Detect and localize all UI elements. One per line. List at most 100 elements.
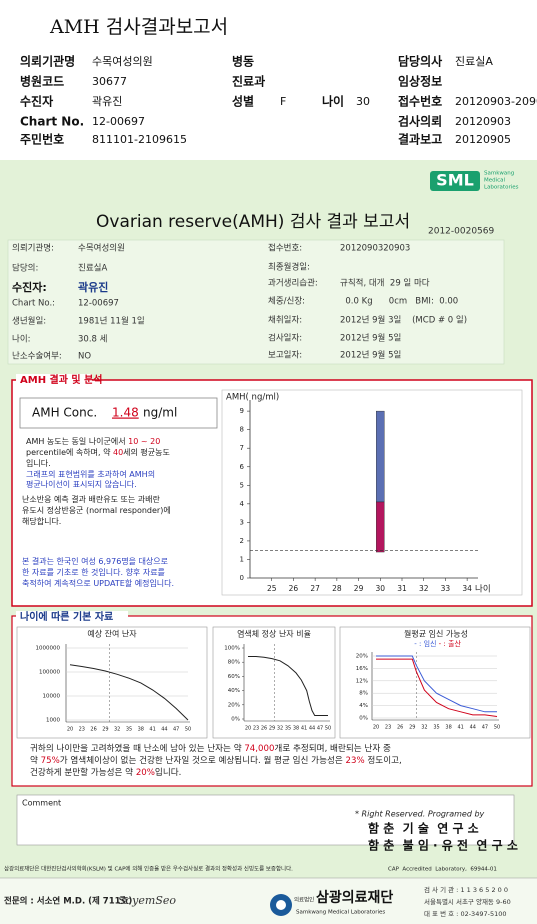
summary-line: 약 75%가 염색체이상이 없는 건강한 난자일 것으로 예상됩니다. 월 평균… [30, 754, 402, 766]
credits-lab: 함 춘 불 임 · 유 전 연 구 소 [368, 838, 518, 853]
field-label: Chart No. [20, 115, 84, 129]
info-value: 곽유진 [78, 280, 108, 294]
org-english: Samkwang Medical Laboratories [296, 910, 385, 916]
field-label: 병원코드 [20, 74, 64, 89]
field-label: 결과보고 [398, 132, 442, 147]
y-tick-label: 0 [240, 574, 244, 582]
range-segment [376, 501, 385, 553]
info-value: 1981년 11월 1일 [78, 316, 145, 327]
info-label: 담당의: [12, 263, 38, 274]
text-run: 입니다. [26, 458, 51, 468]
y-tick-label: 6 [240, 463, 245, 471]
org-name: 삼광의료재단 [316, 889, 393, 906]
y-tick-label: 20% [228, 702, 240, 708]
conc-unit: ng/ml [143, 406, 177, 420]
x-tick-label: 50 [185, 727, 191, 733]
x-tick-label: 26 [289, 584, 299, 593]
paragraph-line: 해당합니다. [22, 516, 61, 526]
x-tick-label: 41 [458, 725, 464, 731]
y-tick-label: 20% [356, 654, 368, 660]
amh-chart-frame [221, 389, 523, 596]
range-segment [376, 410, 385, 503]
x-tick-label: 47 [317, 726, 323, 732]
highlight: 40 [113, 448, 123, 457]
x-tick-label: 32 [419, 584, 429, 593]
text-run: 건강하게 분만할 가능성은 약 [30, 766, 136, 778]
highlight: 75% [41, 756, 60, 766]
report-title: Ovarian reserve(AMH) 검사 결과 보고서 [96, 212, 410, 232]
x-tick-label: 38 [138, 727, 144, 733]
field-label: 주민번호 [20, 132, 64, 147]
logo-subtext: Medical [484, 178, 506, 184]
x-tick-label: 25 [267, 584, 277, 593]
text-run: 해당합니다. [22, 516, 61, 526]
y-tick-label: 12% [356, 678, 368, 684]
text-run: 가 염색체이상이 없는 건강한 난자일 것으로 예상됩니다. 월 평균 임신 가… [60, 754, 346, 766]
sml-logo-badge [430, 171, 480, 191]
x-tick-label: 44 [309, 726, 315, 732]
info-value: 규칙적, 대개 29 일 마다 [340, 278, 430, 289]
info-value: 수목여성의원 [78, 243, 125, 254]
certification: 삼광의료재단은 대한진단검사의학회(KSLM) 및 CAP에 의해 인증을 받은… [4, 865, 293, 873]
x-tick-label: 30 [376, 584, 386, 593]
section-heading-bg [16, 374, 92, 386]
field-label: 성별 [232, 94, 254, 109]
y-tick-label: 60% [228, 674, 240, 680]
info-value: NO [78, 352, 91, 362]
x-tick-label: 50 [494, 725, 500, 731]
text-run: AMH 농도는 동일 나이군에서 [26, 436, 128, 446]
cap-accreditation: CAP Accredited Laboratory, 69944-01 [388, 867, 497, 873]
x-tick-label: 20 [373, 725, 379, 731]
paragraph-line: 난소반응 예측 결과 배란유도 또는 과배란 [22, 494, 160, 504]
y-tick-label: 16% [356, 666, 368, 672]
field-value: 30677 [92, 75, 127, 88]
info-value: 2012년 9월 5일 [340, 350, 401, 361]
series-line [376, 655, 497, 713]
y-tick-label: 7 [240, 444, 244, 452]
section-heading: AMH 결과 및 분석 [20, 373, 103, 386]
x-tick-label: 35 [433, 725, 439, 731]
y-axis-label: AMH( ng/ml) [226, 393, 279, 403]
x-tick-label: 41 [149, 727, 155, 733]
x-axis-label: 나이 [475, 584, 491, 595]
text-run: 입니다. [155, 767, 181, 778]
x-tick-label: 28 [332, 584, 342, 593]
field-value: 진료실A [455, 55, 493, 68]
text-run: 난소반응 예측 결과 배란유도 또는 과배란 [22, 494, 160, 504]
field-value: F [280, 95, 286, 108]
x-tick-label: 20 [245, 726, 251, 732]
info-value: 12-00697 [78, 299, 119, 309]
conc-box [19, 397, 218, 429]
age-chart-frame [212, 626, 336, 739]
comment-box [16, 794, 515, 846]
y-tick-label: 100% [224, 646, 240, 652]
info-value: 0.0 Kg 0cm BMI: 0.00 [340, 297, 458, 307]
credits-lab: 함 춘 기 술 연 구 소 [368, 821, 479, 836]
x-tick-label: 29 [354, 584, 364, 593]
x-tick-label: 26 [397, 725, 403, 731]
x-tick-label: 33 [441, 584, 451, 593]
field-value: 811101-2109615 [92, 133, 187, 146]
report-number: 2012-0020569 [428, 227, 495, 237]
section-heading-bg [16, 611, 128, 623]
x-tick-label: 29 [269, 726, 275, 732]
field-value: 20120905 [455, 133, 511, 146]
info-label: 접수번호: [268, 243, 302, 254]
x-tick-label: 23 [79, 727, 85, 733]
x-tick-label: 27 [310, 584, 320, 593]
summary-line: 귀하의 나이만을 고려하였을 때 난소에 남아 있는 난자는 약 74,000개… [30, 742, 391, 754]
info-value: 진료실A [78, 263, 107, 274]
summary-line: 건강하게 분만할 가능성은 약 20%입니다. [30, 766, 181, 778]
org-type: 의료법인 [294, 896, 314, 904]
info-value: 2012년 9월 3일 (MCD # 0 일) [340, 315, 467, 326]
y-tick-label: 9 [240, 407, 244, 415]
text-run: 유도시 정상반응군 (normal responder)에 [22, 505, 171, 515]
field-value: 20120903-20903 [455, 95, 537, 108]
highlight: 20% [136, 768, 155, 778]
info-value: 2012090320903 [340, 244, 410, 254]
paragraph-line: 축적하여 계속적으로 UPDATE할 예정입니다. [22, 578, 174, 588]
x-tick-label: 44 [470, 725, 476, 731]
samkwang-logo-dot [276, 900, 286, 910]
field-value: 12-00697 [92, 115, 145, 128]
